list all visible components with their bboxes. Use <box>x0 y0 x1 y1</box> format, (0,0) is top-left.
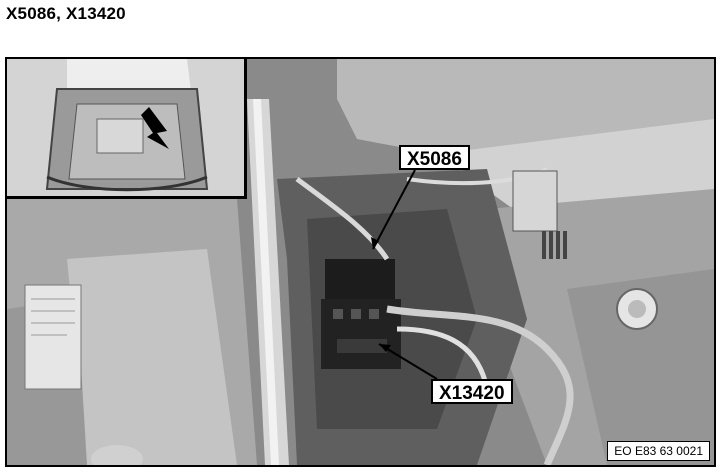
callout-label-x13420: X13420 <box>431 379 513 404</box>
vehicle-front-overview <box>7 59 244 196</box>
photo-figure: X5086 X13420 EO E83 63 0021 <box>5 57 716 467</box>
engine-bay-photo <box>7 59 714 465</box>
callout-label-x5086: X5086 <box>399 145 470 170</box>
page-title: X5086, X13420 <box>6 4 126 23</box>
figure-reference-code: EO E83 63 0021 <box>607 441 710 461</box>
inset-overview-image <box>7 59 247 199</box>
